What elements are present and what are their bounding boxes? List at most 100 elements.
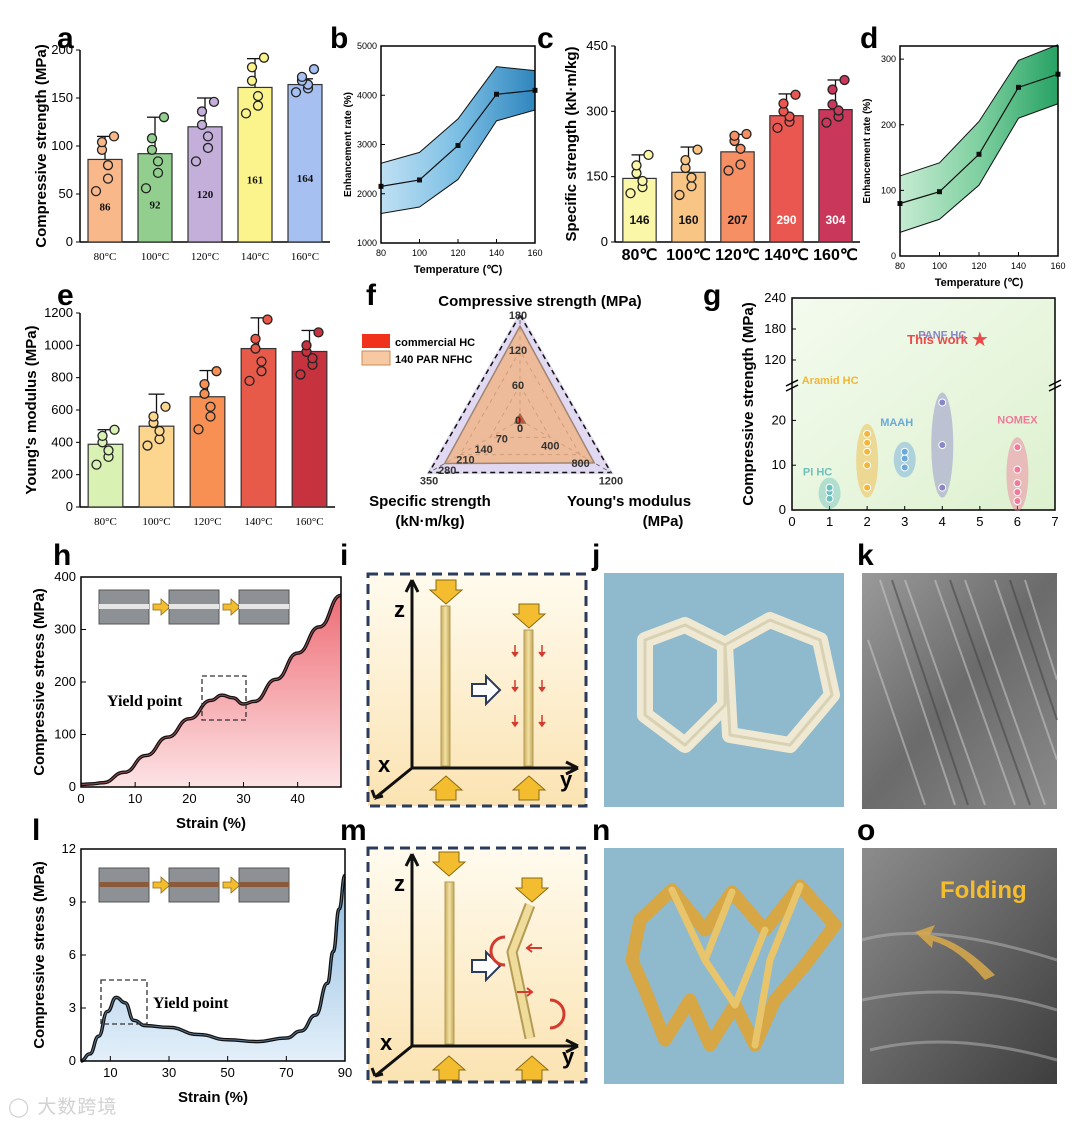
y-tick-label: 450 — [586, 38, 608, 53]
panel-label-d: d — [860, 22, 878, 55]
stress-arrows-icon — [511, 645, 546, 728]
axis-z-label: z — [394, 871, 405, 896]
axis-y-arrow — [412, 760, 579, 776]
y-tick-label: 600 — [51, 402, 73, 417]
axis-x-arrow — [370, 766, 413, 800]
photo-n-crushed-honeycomb — [604, 848, 844, 1084]
y-tick-label: 2000 — [357, 189, 377, 199]
x-tick-label: 1 — [826, 514, 833, 529]
panel-label-f: f — [366, 279, 377, 312]
data-point — [250, 333, 261, 345]
data-point — [827, 99, 838, 110]
data-point — [938, 441, 947, 450]
radar-tick-label: 800 — [571, 458, 589, 470]
data-point — [976, 151, 982, 157]
x-tick-label: 160°C — [295, 516, 323, 528]
x-tick-label: 90 — [338, 1065, 352, 1080]
radar-tick-label: 280 — [438, 465, 456, 477]
bar — [137, 153, 173, 243]
data-point — [643, 149, 654, 161]
data-point — [246, 62, 258, 73]
y-tick-label: 100 — [51, 138, 73, 153]
chart-a-compressive-strength: 0 50 100 150 200 86 80°C 92 100°C 120 120°C 161 140°… — [33, 42, 330, 263]
axis-x-arrow — [370, 1044, 413, 1078]
x-tick-label: 120 — [971, 261, 986, 271]
legend-swatch — [362, 334, 390, 348]
group-ellipse — [856, 423, 879, 498]
load-arrow-icon — [514, 1055, 550, 1081]
y-tick-label: 0 — [601, 234, 608, 249]
yield-box — [201, 675, 247, 721]
y-tick-label: 1200 — [44, 305, 73, 320]
data-point — [103, 445, 114, 456]
load-arrow-icon — [514, 877, 550, 903]
bending-arc-icon — [489, 935, 506, 967]
x-tick-label: 100 — [932, 261, 947, 271]
rod-initial — [444, 881, 455, 1045]
crushed-cells — [625, 879, 842, 1052]
y-axis-label: Specific strength (kN·m/kg) — [563, 46, 580, 241]
load-arrow-icon — [431, 1055, 467, 1081]
data-point — [825, 494, 834, 503]
data-point — [900, 447, 909, 456]
diagram-i: z x y — [366, 572, 588, 808]
radar-tick-label: 350 — [420, 476, 438, 488]
y-tick-label: 100 — [54, 727, 76, 742]
arrow-icon — [222, 598, 241, 616]
data-point — [202, 142, 214, 154]
bending-arc-icon — [549, 998, 566, 1030]
radar-series-commercial-hc — [513, 412, 527, 424]
radar-tick-label: 400 — [541, 441, 559, 453]
y-axis-label: Compressive strength (MPa) — [740, 302, 757, 505]
data-point — [258, 52, 270, 63]
y-tick-label: 0 — [69, 779, 76, 794]
panel-label-h: h — [53, 539, 71, 572]
data-point — [1013, 497, 1022, 506]
data-point — [631, 160, 642, 171]
data-point — [295, 369, 306, 380]
x-axis-label: Temperature (℃) — [414, 264, 503, 276]
panel-label-c: c — [537, 22, 554, 55]
data-point — [686, 181, 697, 192]
data-point — [417, 177, 422, 183]
axis-y-arrow — [412, 1038, 579, 1054]
crushed-walls — [668, 882, 804, 1049]
yield-annotation: Yield point — [153, 995, 229, 1012]
data-point — [140, 183, 152, 194]
panel-label-l: l — [32, 814, 40, 847]
data-label: 146 — [629, 213, 649, 227]
data-point — [246, 75, 258, 86]
data-point — [863, 447, 872, 456]
data-label: 290 — [776, 213, 796, 227]
y-tick-label: 0 — [891, 251, 896, 261]
rod-compressed — [523, 629, 534, 767]
bar — [87, 158, 123, 243]
radar-axis-label: Specific strength — [369, 493, 491, 510]
x-axis-label: Temperature (℃) — [935, 277, 1024, 289]
x-tick-label: 80 — [376, 248, 386, 258]
data-point — [142, 440, 153, 451]
x-tick-label: 0 — [77, 791, 84, 806]
y-tick-label: 300 — [54, 622, 76, 637]
data-point — [262, 314, 273, 325]
x-tick-label: 120°C — [191, 251, 219, 263]
x-tick-label: 20 — [182, 791, 196, 806]
x-tick-label: 100°C — [141, 251, 169, 263]
chart-c-specific-strength: 0 150 300 450 146 80℃ 160 100℃ 207 120℃ 290 140℃ 304… — [563, 38, 860, 264]
data-point — [158, 112, 170, 123]
panel-label-b: b — [330, 22, 348, 55]
force-arrow-icon — [517, 987, 534, 997]
specimen-sample — [99, 604, 149, 609]
axis-break — [785, 379, 799, 392]
radar-tick-label: 140 — [474, 444, 492, 456]
bar — [769, 115, 804, 243]
folding-label: Folding — [940, 877, 1027, 904]
y-axis-label: Compressive stress (MPa) — [31, 861, 48, 1049]
x-tick-label: 160℃ — [813, 247, 858, 264]
group-label: MAAH — [880, 417, 913, 429]
x-tick-label: 140°C — [241, 251, 269, 263]
axis-x-label: x — [380, 1030, 393, 1055]
data-point — [152, 156, 164, 167]
data-point — [772, 122, 783, 134]
x-tick-label: 5 — [976, 514, 983, 529]
